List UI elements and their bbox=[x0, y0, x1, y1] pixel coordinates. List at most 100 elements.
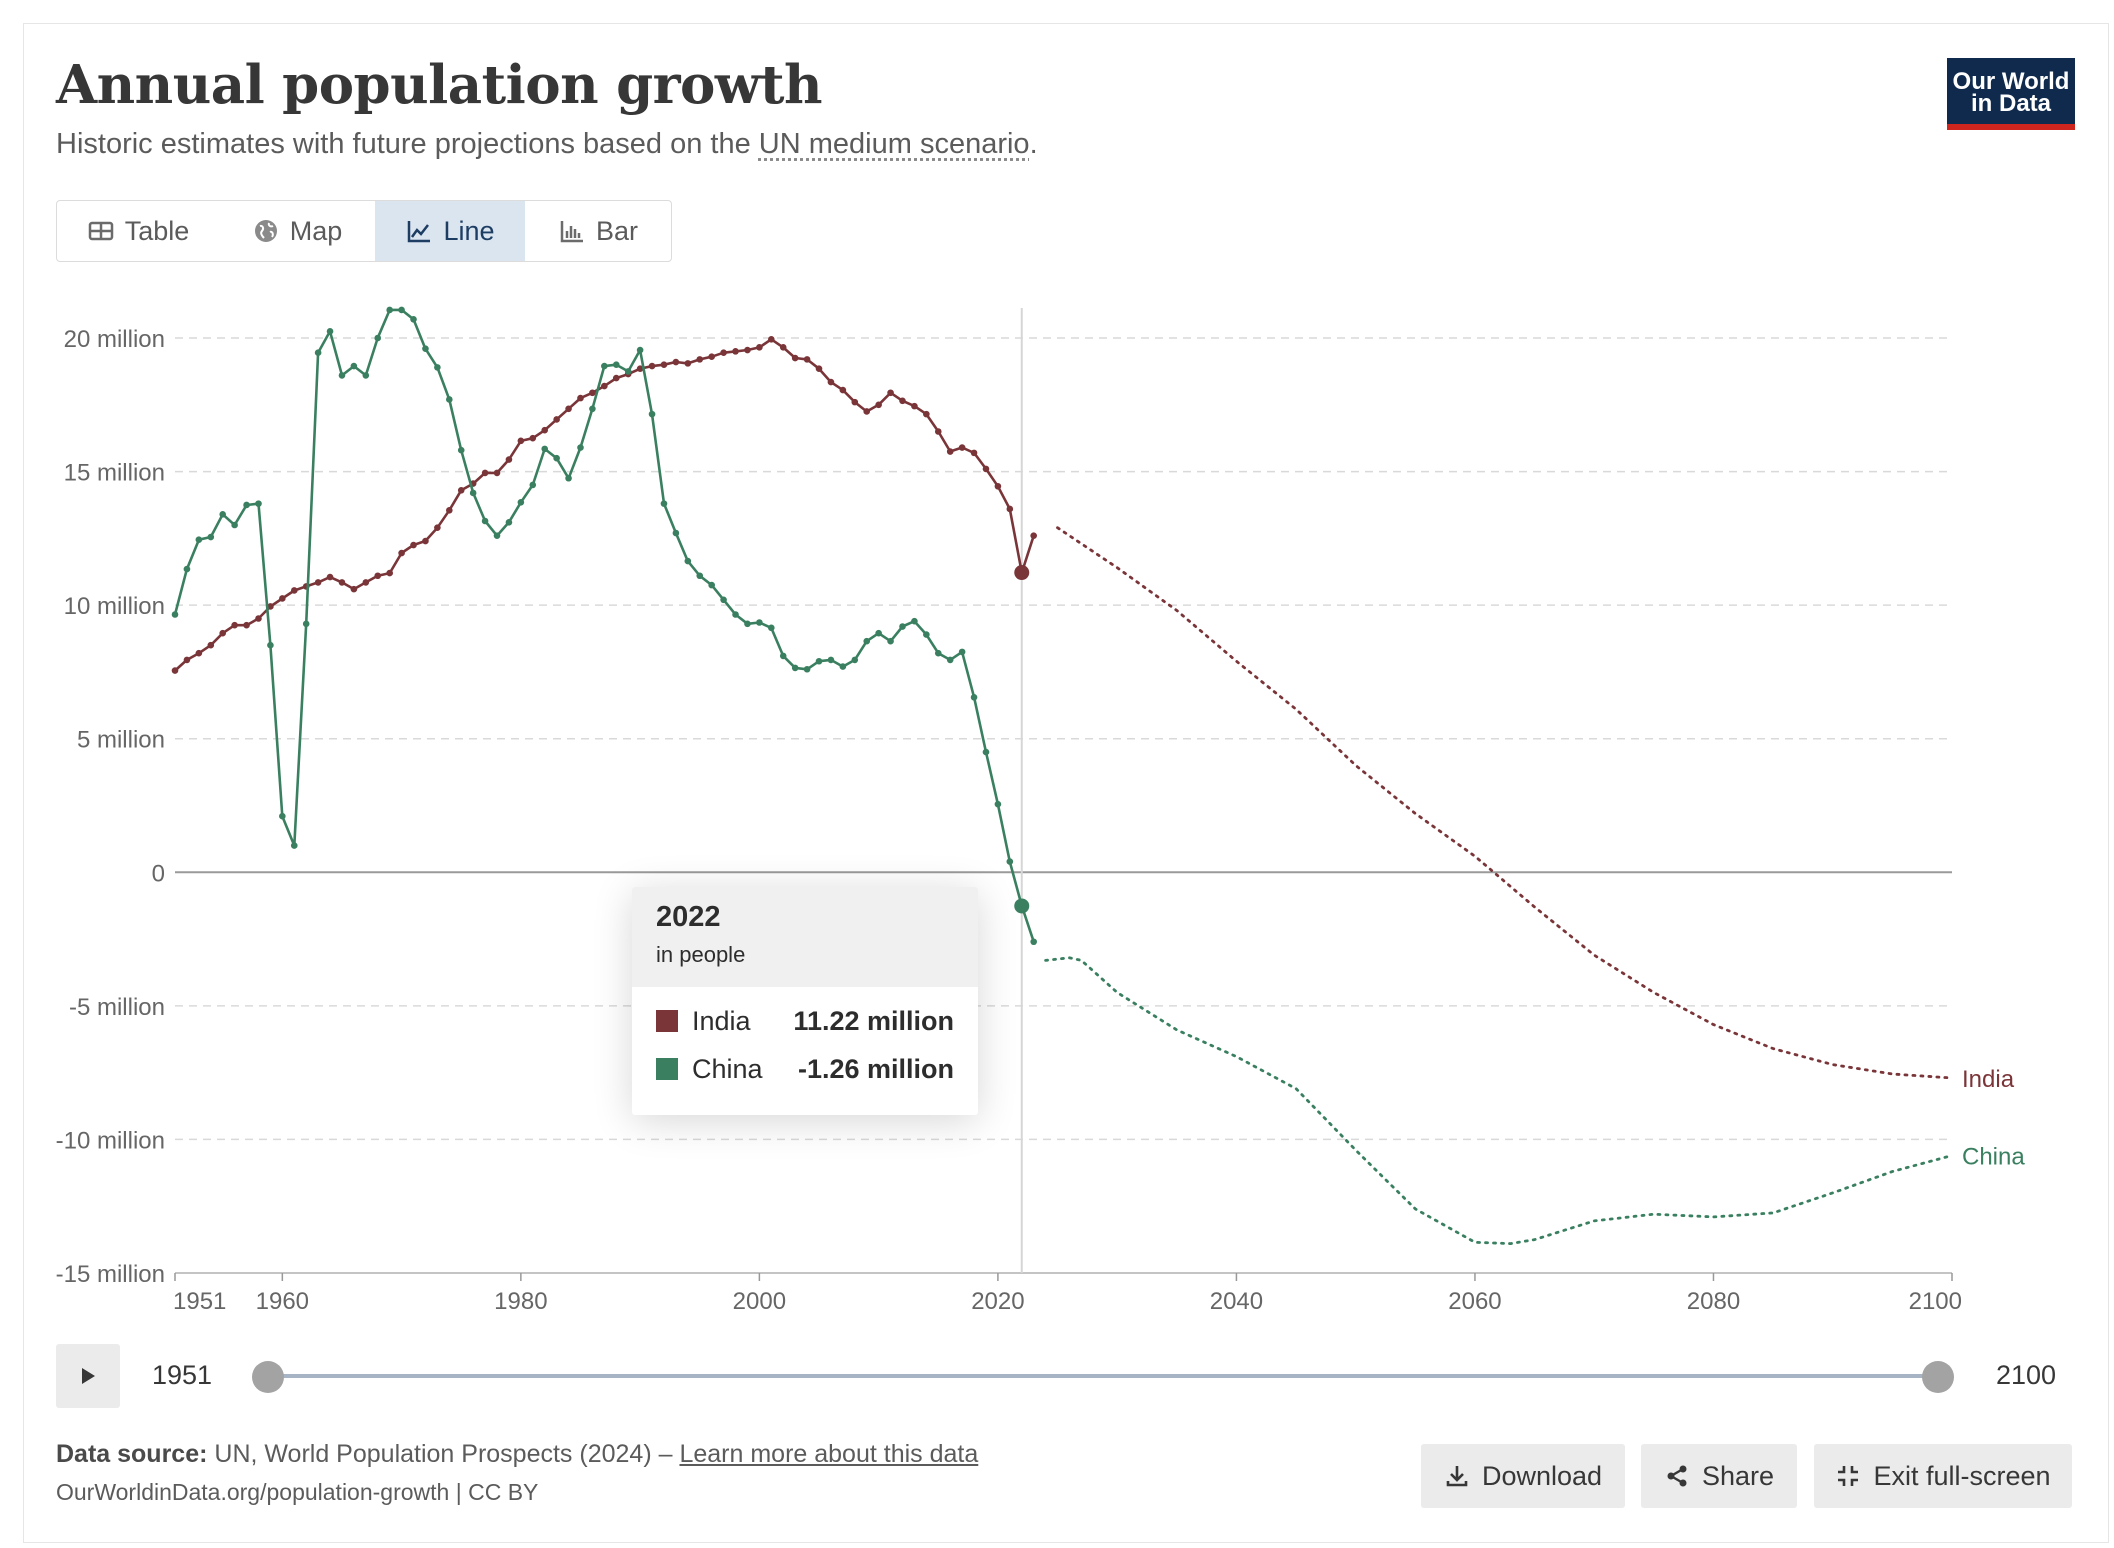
india-point bbox=[946, 448, 954, 455]
china-point bbox=[541, 445, 549, 453]
y-tick-label: 15 million bbox=[64, 460, 165, 487]
china-point bbox=[553, 454, 560, 462]
india-point bbox=[434, 524, 441, 531]
china-point bbox=[672, 529, 680, 537]
timeline-end-handle[interactable] bbox=[1922, 1361, 1954, 1393]
owid-logo[interactable]: Our World in Data bbox=[1947, 58, 2075, 130]
india-point bbox=[768, 336, 775, 343]
download-button[interactable]: Download bbox=[1421, 1444, 1625, 1508]
china-point bbox=[362, 372, 370, 379]
un-medium-scenario-link[interactable]: UN medium scenario bbox=[758, 128, 1030, 160]
india-point bbox=[386, 569, 393, 577]
india-point bbox=[732, 348, 739, 355]
logo-line-2: in Data bbox=[1970, 90, 2051, 117]
x-tick-label: 2100 bbox=[1909, 1288, 1962, 1315]
x-tick-label: 1951 bbox=[173, 1288, 226, 1315]
china-point bbox=[1006, 858, 1014, 865]
exit-fullscreen-icon bbox=[1838, 1466, 1859, 1486]
india-point bbox=[350, 585, 358, 593]
tab-bar[interactable]: Bar bbox=[525, 201, 671, 261]
chart-subtitle: Historic estimates with future projectio… bbox=[56, 128, 1038, 161]
line-chart: 20 million 15 million 10 million 5 million 0… bbox=[56, 306, 2025, 1315]
china-point bbox=[899, 623, 906, 630]
chart-title: Annual population growth bbox=[56, 54, 823, 116]
china-point bbox=[446, 396, 453, 403]
exit-fullscreen-button[interactable]: Exit full-screen bbox=[1814, 1444, 2072, 1508]
y-tick-label: 5 million bbox=[77, 727, 165, 754]
china-point bbox=[279, 812, 286, 820]
china-point bbox=[469, 489, 477, 497]
chart-card bbox=[23, 23, 2109, 1543]
tab-map-label: Map bbox=[289, 215, 343, 246]
china-point bbox=[839, 663, 847, 670]
china-point bbox=[601, 362, 608, 370]
china-point bbox=[219, 511, 227, 518]
x-tick-label: 2000 bbox=[733, 1288, 786, 1315]
india-point bbox=[648, 362, 656, 370]
timeline-track[interactable] bbox=[270, 1374, 1938, 1378]
india-point bbox=[1006, 505, 1014, 513]
subtitle-text: Historic estimates with future projectio… bbox=[56, 128, 759, 160]
china-point bbox=[803, 665, 811, 673]
timeline-start-label: 1951 bbox=[152, 1360, 213, 1390]
china-point bbox=[744, 620, 751, 628]
india-point bbox=[982, 465, 990, 473]
china-point bbox=[923, 631, 930, 638]
india-point bbox=[803, 356, 811, 363]
tab-table-label: Table bbox=[124, 215, 190, 246]
india-point bbox=[493, 469, 501, 477]
timeline-start-handle[interactable] bbox=[252, 1361, 284, 1393]
tooltip-row-china: China -1.26 million bbox=[632, 1045, 978, 1093]
tab-table[interactable]: Table bbox=[57, 201, 219, 261]
china-point bbox=[302, 620, 310, 628]
india-point bbox=[827, 378, 835, 386]
china-point bbox=[779, 652, 787, 660]
india-point bbox=[338, 579, 346, 586]
series-layer bbox=[171, 306, 1954, 1246]
x-tick-label: 1980 bbox=[494, 1288, 547, 1315]
china-point bbox=[946, 656, 954, 664]
india-point bbox=[791, 354, 799, 362]
india-point bbox=[839, 386, 847, 394]
india-point bbox=[410, 541, 417, 549]
india-point bbox=[326, 573, 334, 581]
india-point bbox=[457, 486, 465, 494]
globe-icon bbox=[254, 220, 277, 242]
table-icon bbox=[88, 221, 113, 241]
india-point bbox=[398, 549, 405, 557]
india-point bbox=[243, 621, 250, 629]
x-tick-label: 2080 bbox=[1687, 1288, 1740, 1315]
india-point bbox=[660, 361, 668, 369]
share-button[interactable]: Share bbox=[1641, 1444, 1797, 1508]
y-tick-label: -15 million bbox=[56, 1261, 165, 1288]
tab-line[interactable]: Line bbox=[375, 201, 525, 261]
china-point bbox=[612, 361, 620, 369]
china-point bbox=[434, 364, 441, 371]
china-point bbox=[768, 624, 775, 632]
china-point bbox=[1030, 938, 1037, 946]
learn-more-link[interactable]: Learn more about this data bbox=[679, 1440, 979, 1468]
india-point bbox=[505, 456, 513, 463]
india-point bbox=[887, 389, 894, 397]
india-point bbox=[171, 667, 179, 674]
india-series-label: India bbox=[1962, 1066, 2015, 1093]
india-point bbox=[958, 444, 966, 451]
tab-map[interactable]: Map bbox=[219, 201, 375, 261]
china-swatch bbox=[656, 1058, 678, 1080]
china-point bbox=[982, 748, 990, 756]
source-url: OurWorldinData.org/population-growth | C… bbox=[56, 1479, 539, 1505]
india-point bbox=[279, 595, 286, 602]
china-point bbox=[577, 444, 584, 451]
axes: 20 million 15 million 10 million 5 million 0… bbox=[56, 308, 1962, 1315]
play-button[interactable] bbox=[56, 1344, 120, 1408]
india-point bbox=[255, 615, 262, 622]
timeline: 1951 2100 bbox=[56, 1344, 2086, 1408]
india-point bbox=[934, 428, 942, 435]
india-point bbox=[577, 394, 584, 402]
china-point bbox=[732, 611, 739, 618]
india-point bbox=[923, 410, 930, 418]
india-point bbox=[529, 434, 537, 442]
india-point bbox=[589, 389, 596, 397]
india-point bbox=[744, 346, 751, 354]
india-point bbox=[195, 649, 203, 657]
